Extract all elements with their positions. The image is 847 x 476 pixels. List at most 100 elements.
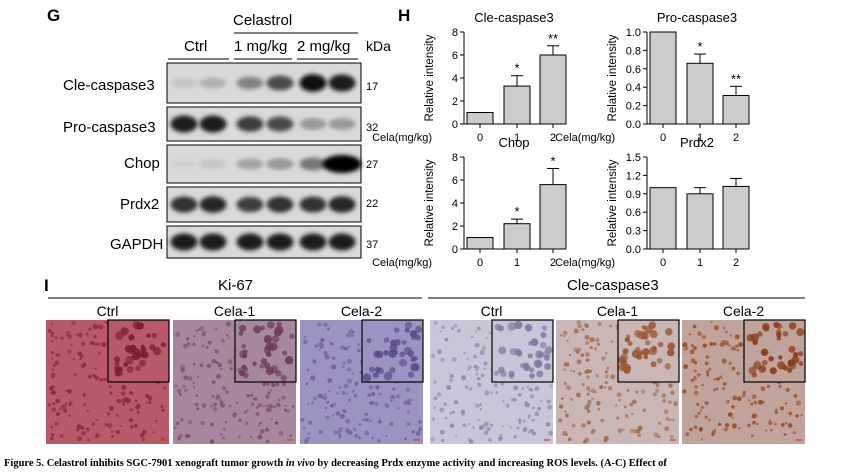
cell-nucleus [689,349,695,355]
cell-nucleus [570,369,573,372]
cell-nucleus [136,410,140,414]
cell-nucleus [215,327,218,331]
kda-value-pro-caspase3: 32 [366,122,379,134]
bar [539,184,567,250]
cell-nucleus [737,396,742,402]
cell-nucleus [311,401,314,405]
blot-band [299,118,327,130]
cell-nucleus [768,419,771,422]
cell-nucleus [271,335,280,343]
y-tick-label: 6 [452,50,458,62]
cell-nucleus [460,409,466,414]
bar [503,223,531,250]
cell-nucleus [585,341,590,345]
cell-nucleus [98,351,101,355]
cell-nucleus [141,351,149,359]
cell-nucleus [347,398,351,402]
cell-nucleus [573,347,578,352]
cell-nucleus [377,439,381,443]
cell-nucleus [389,421,394,427]
cell-nucleus [650,361,657,368]
cell-nucleus [384,403,390,408]
caption-tail: ) Effect of [622,458,667,469]
cell-nucleus [603,386,607,389]
cell-nucleus [418,420,422,424]
cell-nucleus [589,345,593,349]
blot-band [328,118,356,130]
cell-nucleus [358,436,361,440]
cell-nucleus [238,330,244,336]
cell-nucleus [94,367,98,371]
cell-nucleus [246,393,250,398]
cell-nucleus [220,367,223,371]
chart-title: Pro-caspase3 [657,10,737,25]
cell-nucleus [179,417,184,422]
cell-nucleus [548,430,554,436]
cell-nucleus [383,371,393,381]
blot-band [170,196,198,213]
cell-nucleus [754,402,758,405]
cell-nucleus [133,348,141,356]
cell-nucleus [699,429,702,432]
cell-nucleus [483,367,486,370]
cell-nucleus [615,404,618,407]
cell-nucleus [68,400,73,405]
cell-nucleus [310,375,316,381]
caption-text-after: by decreasing Prdx enzyme activity and i… [317,458,604,469]
cell-nucleus [193,386,196,389]
cell-nucleus [47,403,51,407]
cell-nucleus [590,388,596,394]
cell-nucleus [728,361,732,366]
cell-nucleus [326,327,330,331]
cell-nucleus [160,342,166,348]
cell-nucleus [325,400,330,405]
cell-nucleus [185,337,190,341]
cell-nucleus [85,427,90,432]
cell-nucleus [201,402,207,408]
cell-nucleus [724,330,728,334]
cell-nucleus [618,398,622,402]
cell-nucleus [135,405,140,410]
bar [466,237,494,250]
cell-nucleus [529,372,535,379]
cell-nucleus [362,373,372,382]
cell-nucleus [312,359,317,364]
cell-nucleus [760,386,766,392]
cell-nucleus [415,325,423,333]
cell-nucleus [586,375,590,379]
cell-nucleus [199,363,204,367]
cell-nucleus [549,384,553,388]
y-tick-label: 0.9 [626,189,641,201]
y-tick-label: 8 [452,27,458,39]
cell-nucleus [731,423,737,429]
cell-nucleus [178,392,183,397]
cell-nucleus [717,422,722,427]
y-axis-label: Relative intensity [607,159,619,246]
cell-nucleus [130,425,134,429]
cell-nucleus [122,403,126,406]
cell-nucleus [586,420,592,425]
cell-nucleus [479,350,485,356]
cell-nucleus [104,320,109,324]
cell-nucleus [462,423,467,428]
cell-nucleus [519,363,525,369]
cell-nucleus [184,388,188,393]
cell-nucleus [526,385,529,388]
cell-nucleus [518,418,522,422]
panel-g-letter: G [47,6,61,25]
blot-band [199,77,227,89]
cell-nucleus [595,337,600,343]
cell-nucleus [212,380,216,384]
cell-nucleus [571,423,576,428]
cell-nucleus [188,376,193,381]
cell-nucleus [383,337,390,343]
cell-nucleus [209,439,215,444]
cell-nucleus [664,362,672,370]
cell-nucleus [485,337,488,340]
cell-nucleus [281,395,286,400]
bar [649,31,677,125]
cell-nucleus [317,322,322,327]
cell-nucleus [133,423,138,428]
cell-nucleus [336,430,341,435]
cell-nucleus [81,341,86,346]
